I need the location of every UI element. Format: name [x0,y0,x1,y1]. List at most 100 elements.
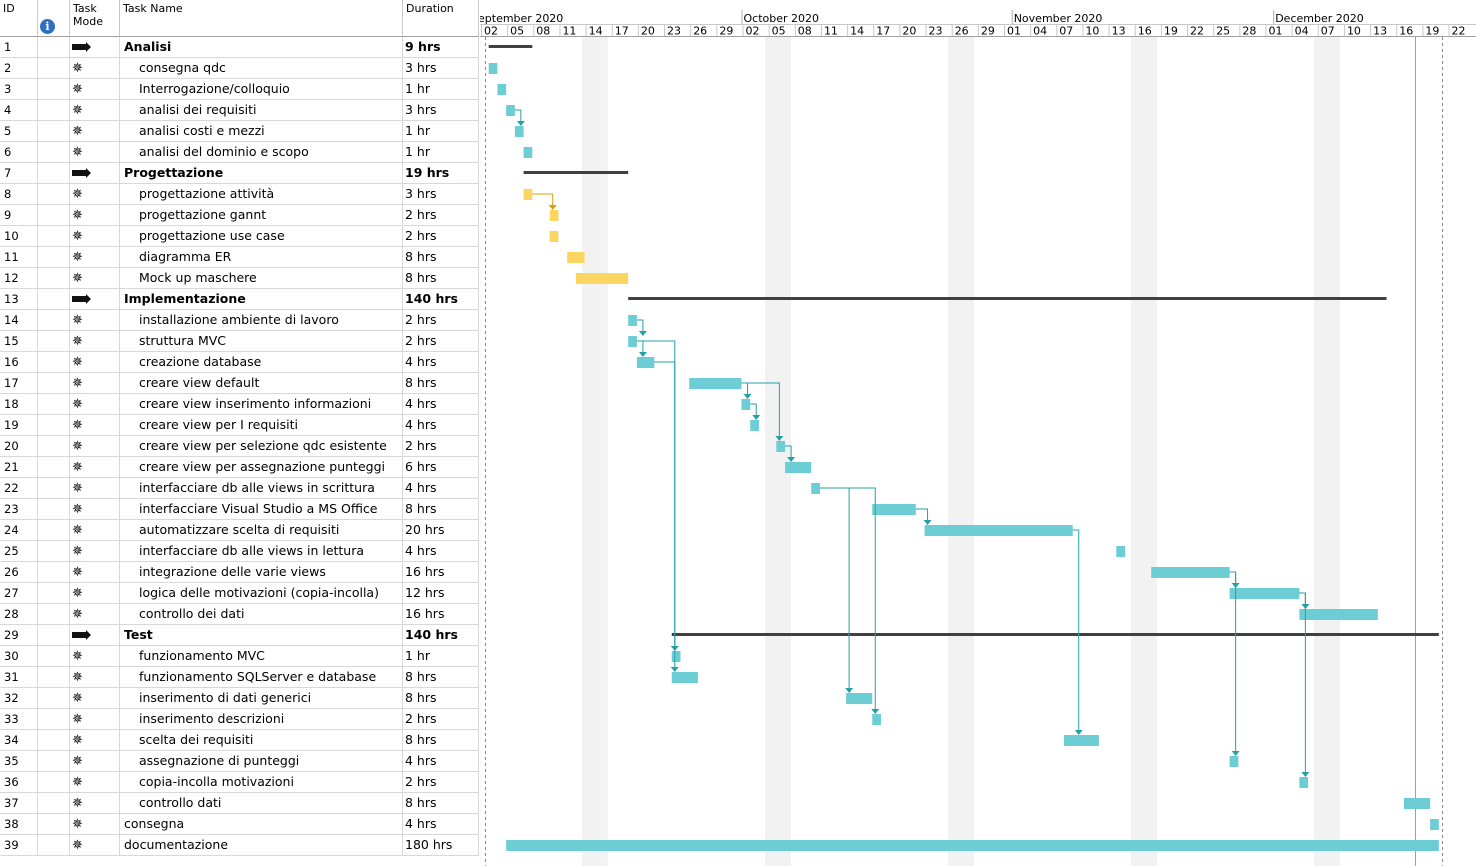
task-mode-cell[interactable]: ✵ [70,814,120,834]
summary-bar[interactable] [488,45,533,48]
task-id[interactable]: 17 [0,373,38,393]
task-duration[interactable]: 1 hr [403,646,479,666]
summary-bar[interactable] [628,297,1387,300]
task-duration[interactable]: 20 hrs [403,520,479,540]
dependency-link[interactable] [915,508,929,524]
task-bar[interactable] [1064,735,1099,746]
task-duration[interactable]: 140 hrs [403,289,479,309]
task-bar[interactable] [628,336,637,347]
task-mode-cell[interactable]: ✵ [70,541,120,561]
task-mode-cell[interactable]: ✵ [70,709,120,729]
task-duration[interactable]: 3 hrs [403,58,479,78]
task-row[interactable]: 26 ✵ integrazione delle varie views 16 hrs [0,562,479,583]
dependency-link[interactable] [636,319,644,335]
task-name[interactable]: controllo dei dati [120,604,403,624]
task-name[interactable]: creazione database [120,352,403,372]
task-row[interactable]: 19 ✵ creare view per I requisiti 4 hrs [0,415,479,436]
task-bar[interactable] [567,252,585,263]
task-id[interactable]: 1 [0,37,38,57]
task-name[interactable]: interfacciare db alle views in scrittura [120,478,403,498]
task-mode-cell[interactable]: ✵ [70,562,120,582]
task-mode-cell[interactable]: ✵ [70,730,120,750]
task-row[interactable]: 15 ✵ struttura MVC 2 hrs [0,331,479,352]
task-duration[interactable]: 2 hrs [403,709,479,729]
task-id[interactable]: 29 [0,625,38,645]
task-name[interactable]: controllo dati [120,793,403,813]
gantt-chart[interactable]: eptember 2020 October 2020 November 2020 De… [480,0,1476,866]
task-bar[interactable] [549,231,559,242]
task-duration[interactable]: 8 hrs [403,373,479,393]
task-mode-cell[interactable]: ✵ [70,58,120,78]
task-id[interactable]: 18 [0,394,38,414]
task-duration[interactable]: 8 hrs [403,268,479,288]
task-duration[interactable]: 8 hrs [403,667,479,687]
dependency-link[interactable] [532,193,554,209]
task-mode-cell[interactable] [70,37,120,57]
task-bar[interactable] [741,399,751,410]
task-row[interactable]: 8 ✵ progettazione attività 3 hrs [0,184,479,205]
task-mode-cell[interactable]: ✵ [70,835,120,855]
column-header-task-name[interactable]: Task Name [120,0,403,37]
dependency-link[interactable] [1299,592,1306,776]
task-mode-cell[interactable]: ✵ [70,352,120,372]
task-duration[interactable]: 2 hrs [403,436,479,456]
task-mode-cell[interactable]: ✵ [70,331,120,351]
task-row[interactable]: 22 ✵ interfacciare db alle views in scritt… [0,478,479,499]
task-duration[interactable]: 180 hrs [403,835,479,855]
task-bar[interactable] [776,441,786,452]
task-bar[interactable] [671,651,681,662]
gantt-canvas[interactable]: eptember 2020 October 2020 November 2020 De… [480,0,1476,866]
task-mode-cell[interactable]: ✵ [70,415,120,435]
task-row[interactable]: 20 ✵ creare view per selezione qdc esisten… [0,436,479,457]
task-duration[interactable]: 8 hrs [403,247,479,267]
task-bar[interactable] [506,840,1439,851]
task-name[interactable]: Mock up maschere [120,268,403,288]
task-duration[interactable]: 4 hrs [403,814,479,834]
task-bar[interactable] [785,462,812,473]
dependency-link[interactable] [514,109,522,125]
task-row[interactable]: 11 ✵ diagramma ER 8 hrs [0,247,479,268]
task-duration[interactable]: 16 hrs [403,562,479,582]
task-id[interactable]: 21 [0,457,38,477]
task-row[interactable]: 4 ✵ analisi dei requisiti 3 hrs [0,100,479,121]
task-mode-cell[interactable]: ✵ [70,79,120,99]
task-row[interactable]: 32 ✵ inserimento di dati generici 8 hrs [0,688,479,709]
task-name[interactable]: automatizzare scelta di requisiti [120,520,403,540]
task-row[interactable]: 2 ✵ consegna qdc 3 hrs [0,58,479,79]
task-duration[interactable]: 1 hr [403,121,479,141]
task-mode-cell[interactable]: ✵ [70,520,120,540]
task-duration[interactable]: 16 hrs [403,604,479,624]
dependency-link[interactable] [1229,571,1237,755]
task-row[interactable]: 3 ✵ Interrogazione/colloquio 1 hr [0,79,479,100]
task-bar[interactable] [1430,819,1439,830]
task-mode-cell[interactable]: ✵ [70,226,120,246]
task-bar[interactable] [497,84,507,95]
task-id[interactable]: 28 [0,604,38,624]
task-duration[interactable]: 4 hrs [403,541,479,561]
task-id[interactable]: 19 [0,415,38,435]
task-duration[interactable]: 12 hrs [403,583,479,603]
task-row[interactable]: 33 ✵ inserimento descrizioni 2 hrs [0,709,479,730]
task-name[interactable]: creare view per assegnazione punteggi [120,457,403,477]
task-id[interactable]: 39 [0,835,38,855]
task-row[interactable]: 5 ✵ analisi costi e mezzi 1 hr [0,121,479,142]
task-id[interactable]: 12 [0,268,38,288]
task-name[interactable]: funzionamento MVC [120,646,403,666]
task-id[interactable]: 33 [0,709,38,729]
task-row[interactable]: 34 ✵ scelta dei requisiti 8 hrs [0,730,479,751]
task-id[interactable]: 10 [0,226,38,246]
task-id[interactable]: 20 [0,436,38,456]
task-mode-cell[interactable]: ✵ [70,247,120,267]
task-duration[interactable]: 4 hrs [403,478,479,498]
task-mode-cell[interactable]: ✵ [70,751,120,771]
task-duration[interactable]: 4 hrs [403,415,479,435]
task-row[interactable]: 36 ✵ copia-incolla motivazioni 2 hrs [0,772,479,793]
task-duration[interactable]: 6 hrs [403,457,479,477]
task-mode-cell[interactable]: ✵ [70,100,120,120]
task-id[interactable]: 15 [0,331,38,351]
task-bar[interactable] [689,378,742,389]
task-row[interactable]: 18 ✵ creare view inserimento informazioni 4… [0,394,479,415]
task-duration[interactable]: 140 hrs [403,625,479,645]
task-row[interactable]: 37 ✵ controllo dati 8 hrs [0,793,479,814]
task-row[interactable]: 35 ✵ assegnazione di punteggi 4 hrs [0,751,479,772]
